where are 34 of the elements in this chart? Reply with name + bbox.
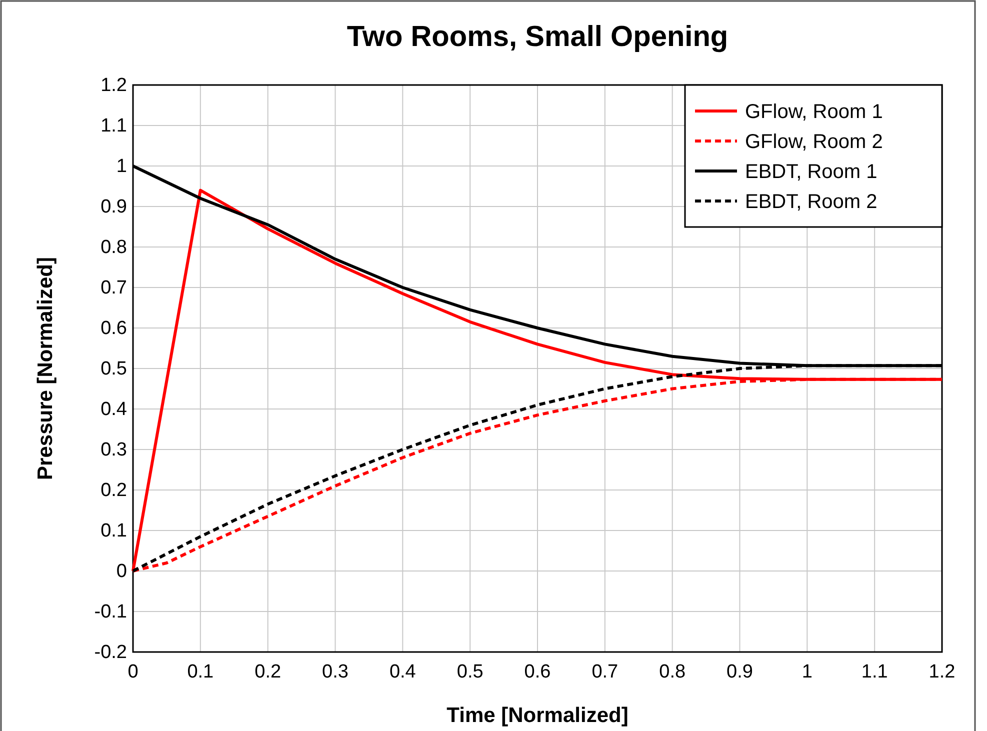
y-tick-label: 0.6 [100,318,127,340]
x-tick-label: 0.3 [322,661,348,682]
y-tick-label: 0.5 [100,358,127,380]
y-axis-title: Pressure [Normalized] [34,257,57,480]
legend-label: GFlow, Room 1 [745,101,883,123]
x-tick-label: 1.1 [861,661,888,682]
y-tick-label: 0 [116,561,127,582]
x-tick-label: 0.2 [254,661,282,682]
x-tick-label: 0.7 [592,661,618,682]
y-tick-label: 1.1 [100,116,127,137]
y-tick-label: 1.2 [100,75,127,96]
y-tick-label: -0.1 [94,602,127,623]
x-tick-label: 0.1 [187,661,214,682]
y-tick-label: 0.7 [100,278,127,299]
x-axis-title: Time [Normalized] [446,704,628,727]
y-tick-label: 0.9 [100,196,127,218]
y-tick-label: 0.3 [100,440,127,461]
x-tick-label: 0.6 [524,661,551,682]
x-tick-label: 0.4 [389,661,416,682]
y-tick-label: 1 [116,156,127,178]
y-tick-label: 0.2 [100,480,127,502]
y-tick-label: -0.2 [94,642,127,664]
legend-label: GFlow, Room 2 [745,131,883,153]
legend-label: EBDT, Room 1 [745,161,878,183]
x-tick-label: 1.2 [928,661,956,682]
legend-label: EBDT, Room 2 [745,191,878,213]
y-tick-label: 0.4 [100,399,128,420]
y-tick-label: 0.1 [100,520,127,542]
x-tick-label: 1 [802,661,812,682]
y-tick-label: 0.8 [100,237,127,258]
x-tick-label: 0.9 [726,661,753,682]
chart-title: Two Rooms, Small Opening [346,21,728,53]
x-tick-label: 0.5 [456,661,484,682]
x-tick-label: 0.8 [659,661,686,682]
